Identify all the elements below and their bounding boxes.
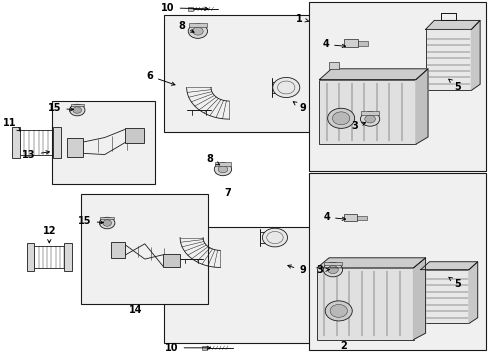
Bar: [81, 194, 208, 304]
Bar: [67, 138, 83, 157]
Text: 3: 3: [315, 265, 328, 275]
Circle shape: [332, 112, 349, 125]
Bar: [125, 128, 143, 143]
Text: 11: 11: [3, 118, 20, 131]
Bar: [189, 23, 206, 27]
Text: 4: 4: [323, 212, 345, 222]
Circle shape: [272, 77, 299, 98]
Bar: [356, 216, 366, 220]
Circle shape: [327, 108, 354, 129]
Polygon shape: [413, 258, 425, 339]
Polygon shape: [415, 69, 427, 144]
Text: 7: 7: [224, 188, 231, 198]
Text: 14: 14: [129, 305, 142, 315]
Text: 8: 8: [178, 21, 194, 32]
Bar: [111, 242, 125, 258]
Bar: [164, 226, 309, 343]
Bar: [215, 162, 230, 166]
Circle shape: [323, 262, 342, 277]
Bar: [308, 3, 485, 171]
Polygon shape: [470, 21, 479, 90]
Bar: [324, 262, 341, 265]
Text: 3: 3: [350, 121, 365, 131]
Text: 9: 9: [287, 265, 305, 275]
Bar: [187, 7, 192, 11]
Bar: [163, 254, 179, 267]
Bar: [27, 243, 34, 271]
Bar: [425, 30, 470, 90]
Text: 5: 5: [448, 79, 460, 92]
Bar: [316, 268, 413, 339]
Circle shape: [99, 217, 115, 229]
Text: 2: 2: [340, 341, 346, 351]
Polygon shape: [468, 262, 477, 323]
Bar: [319, 80, 415, 144]
Bar: [164, 15, 309, 132]
Polygon shape: [420, 262, 477, 270]
Text: 9: 9: [293, 102, 305, 113]
Text: 10: 10: [161, 3, 208, 13]
Bar: [308, 173, 485, 350]
Bar: [64, 243, 71, 271]
Circle shape: [73, 107, 81, 113]
Circle shape: [364, 115, 375, 123]
Polygon shape: [425, 21, 479, 30]
Circle shape: [214, 163, 231, 176]
Text: 13: 13: [22, 150, 49, 160]
Text: 6: 6: [146, 71, 175, 85]
Circle shape: [192, 27, 203, 35]
Text: 10: 10: [165, 343, 210, 353]
Bar: [361, 111, 378, 115]
Circle shape: [329, 305, 346, 318]
Text: 12: 12: [42, 226, 56, 243]
Bar: [343, 214, 356, 221]
Bar: [202, 346, 206, 350]
Bar: [420, 270, 468, 323]
Bar: [343, 40, 357, 47]
Bar: [100, 217, 114, 220]
Bar: [53, 127, 61, 158]
Text: 15: 15: [48, 103, 73, 113]
Circle shape: [262, 228, 287, 247]
Polygon shape: [316, 258, 425, 268]
Circle shape: [360, 112, 379, 126]
Text: 4: 4: [322, 40, 345, 49]
Circle shape: [218, 166, 227, 173]
Circle shape: [325, 301, 351, 321]
Text: 8: 8: [206, 154, 219, 165]
Circle shape: [102, 220, 111, 226]
Polygon shape: [319, 69, 427, 80]
Text: 1: 1: [295, 14, 308, 24]
Bar: [357, 41, 367, 45]
Circle shape: [327, 266, 338, 274]
Bar: [328, 62, 338, 69]
Text: 5: 5: [448, 277, 460, 289]
Text: 15: 15: [78, 216, 103, 226]
Circle shape: [188, 24, 207, 39]
Bar: [70, 104, 84, 107]
Circle shape: [69, 104, 85, 116]
Bar: [12, 127, 20, 158]
Bar: [52, 101, 155, 184]
